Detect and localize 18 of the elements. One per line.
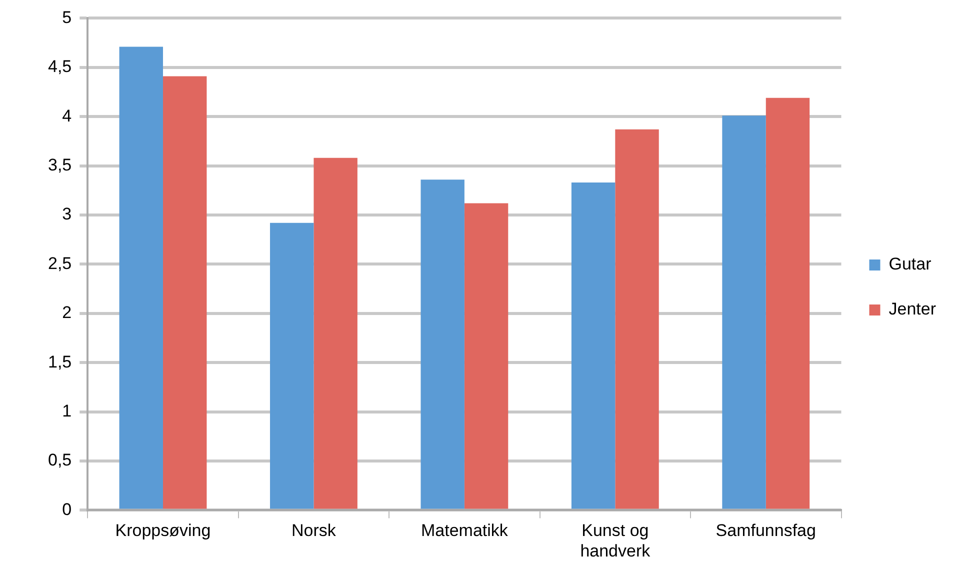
y-tick-label: 2,5 [48,254,72,273]
y-tick-label: 4 [62,106,72,126]
legend-label: Gutar [888,254,932,274]
y-tick-label: 5 [62,8,72,27]
y-tick-label: 3,5 [48,155,72,174]
y-tick-label: 2 [62,303,72,322]
x-tick-label: Norsk [292,521,336,540]
y-tick-label: 1,5 [48,352,72,372]
x-tick-label: Matematikk [420,521,508,540]
y-tick-label: 3 [62,204,72,224]
x-tick-label: Samfunnsfag [716,521,816,540]
y-tick-label: 1 [62,401,72,420]
y-tick-label: 0,5 [48,450,72,470]
x-tick-label: Kunst og handverk [580,521,651,560]
y-tick-label: 0 [62,500,72,519]
x-tick-label: Kroppsøving [115,521,211,540]
y-tick-label: 4,5 [48,57,72,76]
legend-label: Jenter [888,300,936,319]
